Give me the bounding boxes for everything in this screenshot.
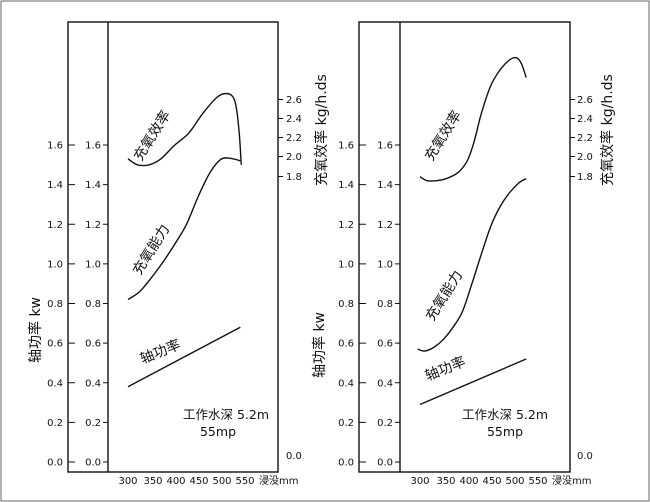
right-left-tick-label: 0.4 <box>338 378 354 389</box>
right-right-tick-label: 2.4 <box>577 114 593 125</box>
left-x-tick-label: 350 <box>143 476 162 487</box>
left-x-tick-label: 450 <box>189 476 208 487</box>
right-inner-tick-label: 0.2 <box>377 418 393 429</box>
right-x-tick-label: 350 <box>436 476 455 487</box>
right-left-tick-label: 0.0 <box>338 458 354 469</box>
right-inner-tick-label: 0.0 <box>377 458 393 469</box>
left-right-tick-label: 1.8 <box>286 172 302 183</box>
right-inner-tick-label: 0.6 <box>377 339 393 350</box>
left-inner-tick-label: 1.2 <box>85 220 101 231</box>
left-inner-tick-label: 0.2 <box>85 418 101 429</box>
left-left-axis-title: 轴功率 kw <box>27 297 44 363</box>
right-x-axis-label: 浸没mm <box>552 475 591 487</box>
right-right-tick-label: 1.8 <box>577 172 593 183</box>
left-note-depth: 工作水深 5.2m <box>183 407 269 422</box>
left-oxygen-efficiency-curve <box>127 92 242 167</box>
left-left-tick-label: 0.4 <box>47 378 63 389</box>
left-oxygen-capacity-curve <box>127 157 241 301</box>
left-x-tick-label: 500 <box>212 476 231 487</box>
left-right-tick-label: 2.0 <box>286 152 302 163</box>
right-inner-tick-label: 1.4 <box>377 180 393 191</box>
right-oxygen-capacity-curve <box>417 178 527 352</box>
right-oxygen-efficiency-label: 充氧效率 <box>421 107 465 163</box>
left-plot-frame <box>67 21 279 473</box>
right-inner-tick-label: 0.8 <box>377 299 393 310</box>
panel-right: 0.0 0.2 0.4 0.6 0.8 1.0 1.2 1.4 1.6 0.0 0.2 0.4 0.6 0… <box>311 21 616 487</box>
right-inner-tick-label: 1.6 <box>377 141 393 152</box>
left-inner-tick-label: 0.8 <box>85 299 101 310</box>
left-x-tick-label: 550 <box>235 476 254 487</box>
panel-left: 0.0 0.2 0.4 0.6 0.8 1.0 1.2 1.4 1.6 0.0 0.2 0.4 0.6 0… <box>27 21 330 487</box>
left-note-model: 55mp <box>200 424 236 439</box>
right-left-tick-label: 0.6 <box>338 339 354 350</box>
left-inner-tick-label: 1.4 <box>85 180 101 191</box>
right-note-depth: 工作水深 5.2m <box>462 407 548 422</box>
left-left-tick-label: 1.2 <box>47 220 63 231</box>
right-inner-tick-label: 1.2 <box>377 220 393 231</box>
left-left-tick-label: 0.8 <box>47 299 63 310</box>
right-right-tick-label: 2.6 <box>577 95 593 106</box>
right-left-tick-label: 1.2 <box>338 220 354 231</box>
right-oxygen-efficiency-curve <box>419 56 527 182</box>
right-right-tick-label: 2.0 <box>577 152 593 163</box>
left-inner-tick-label: 0.6 <box>85 339 101 350</box>
left-right-tick-label: 2.6 <box>286 95 302 106</box>
left-right-axis-title: 充氧效率 kg/h.ds <box>313 74 330 186</box>
right-inner-tick-label: 1.0 <box>377 259 393 270</box>
right-left-tick-label: 1.0 <box>338 259 354 270</box>
right-note-model: 55mp <box>487 424 523 439</box>
right-left-tick-label: 0.2 <box>338 418 354 429</box>
right-right-tick-label: 2.2 <box>577 133 593 144</box>
left-left-tick-label: 0.6 <box>47 339 63 350</box>
left-inner-tick-label: 0.4 <box>85 378 101 389</box>
right-x-tick-label: 500 <box>505 476 524 487</box>
right-x-tick-label: 450 <box>482 476 501 487</box>
left-left-tick-label: 0.2 <box>47 418 63 429</box>
right-shaft-power-curve <box>419 358 527 406</box>
left-inner-tick-label: 1.6 <box>85 141 101 152</box>
left-oxygen-capacity-label: 充氧能力 <box>130 222 173 278</box>
right-left-tick-label: 1.4 <box>338 180 354 191</box>
right-right-axis-title: 充氧效率 kg/h.ds <box>599 74 616 186</box>
left-right-tick-label: 2.4 <box>286 114 302 125</box>
left-shaft-power-label: 轴功率 <box>138 336 183 367</box>
left-left-tick-label: 1.4 <box>47 180 63 191</box>
right-x-tick-label: 550 <box>528 476 547 487</box>
right-left-tick-label: 1.6 <box>338 141 354 152</box>
right-left-axis-title: 轴功率 kw <box>311 312 328 378</box>
right-x-tick-label: 300 <box>410 476 429 487</box>
right-x-tick-label: 400 <box>459 476 478 487</box>
right-shaft-power-label: 轴功率 <box>423 353 468 384</box>
left-right-tick-label: 0.0 <box>286 451 302 462</box>
left-oxygen-efficiency-label: 充氧效率 <box>130 107 174 163</box>
left-right-tick-label: 2.2 <box>286 133 302 144</box>
left-inner-tick-label: 1.0 <box>85 259 101 270</box>
right-left-tick-label: 0.8 <box>338 299 354 310</box>
right-right-tick-label: 0.0 <box>577 451 593 462</box>
left-x-tick-label: 400 <box>166 476 185 487</box>
right-inner-tick-label: 0.4 <box>377 378 393 389</box>
left-left-tick-label: 0.0 <box>47 458 63 469</box>
left-x-axis-label: 浸没mm <box>259 475 298 487</box>
left-left-tick-label: 1.0 <box>47 259 63 270</box>
right-plot-frame <box>358 21 571 473</box>
left-left-tick-label: 1.6 <box>47 141 63 152</box>
left-x-tick-label: 300 <box>118 476 137 487</box>
left-shaft-power-curve <box>127 326 241 388</box>
left-inner-tick-label: 0.0 <box>85 458 101 469</box>
